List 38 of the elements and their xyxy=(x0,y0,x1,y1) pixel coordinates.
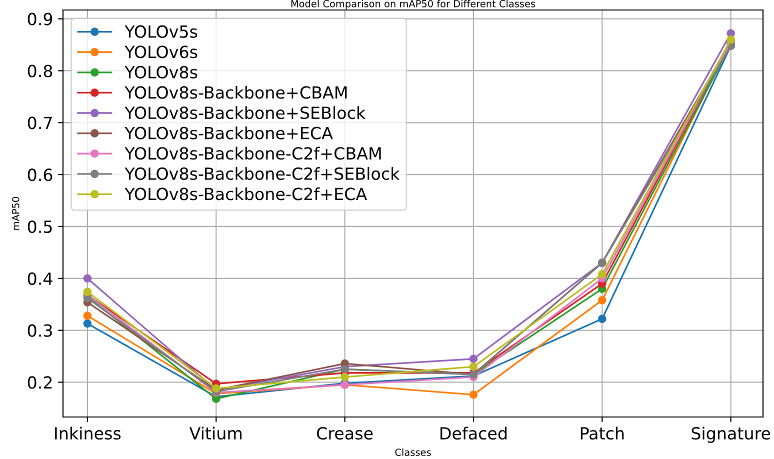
y-tick-label: 0.6 xyxy=(28,168,52,182)
x-axis-title: Classes xyxy=(395,448,431,456)
legend-label: YOLOv6s xyxy=(124,46,198,58)
legend-label: YOLOv8s-Backbone+ECA xyxy=(124,126,333,140)
y-tick-label: 0.5 xyxy=(28,220,52,234)
x-tick-label: Signature xyxy=(692,426,770,443)
legend-label: YOLOv5s xyxy=(124,25,198,38)
x-tick-label: Crease xyxy=(316,427,373,440)
legend-label: YOLOv8s-Backbone-C2f+CBAM xyxy=(124,146,381,160)
point xyxy=(469,362,478,371)
y-tick-label: 0.2 xyxy=(28,376,52,389)
point xyxy=(598,270,606,278)
legend-label: YOLOv8s-Backbone-C2f+ECA xyxy=(124,187,367,200)
x-tick-label: Vitium xyxy=(189,426,242,440)
x-tick-label: Inkiness xyxy=(55,426,121,440)
point xyxy=(83,319,92,328)
point xyxy=(83,288,92,296)
legend-label: YOLOv8s-Backbone-C2f+SEBlock xyxy=(124,167,400,180)
point xyxy=(469,354,478,364)
point xyxy=(83,274,92,283)
point xyxy=(598,314,606,324)
chart-title: Model Comparison on mAP50 for Different Classes xyxy=(291,0,536,10)
point xyxy=(598,296,606,304)
y-tick-label: 0.8 xyxy=(28,64,52,78)
point xyxy=(469,390,478,399)
y-tick-label: 0.7 xyxy=(28,116,52,130)
point xyxy=(726,35,735,44)
x-tick-label: Patch xyxy=(580,426,624,440)
y-tick-label: 0.4 xyxy=(28,272,52,285)
point xyxy=(340,372,349,382)
legend-label: YOLOv8s-Backbone+SEBlock xyxy=(124,106,366,120)
y-tick-label: 0.3 xyxy=(28,324,52,337)
y-tick-label: 0.9 xyxy=(28,12,52,26)
legend-label: YOLOv8s-Backbone+CBAM xyxy=(124,86,347,99)
point xyxy=(83,312,92,320)
x-tick-label: Defaced xyxy=(440,426,507,440)
y-axis-title: mAP50 xyxy=(12,196,20,230)
legend-label: YOLOv8s xyxy=(124,66,198,78)
